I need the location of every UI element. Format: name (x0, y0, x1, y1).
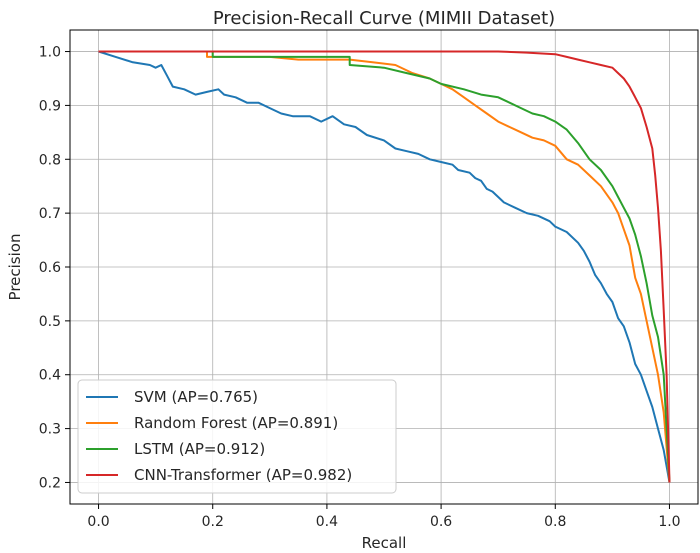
y-tick-label: 0.6 (39, 260, 61, 276)
x-tick-label: 0.0 (87, 514, 109, 530)
series-line-3 (98, 50, 671, 483)
y-tick-label: 0.8 (39, 152, 61, 168)
legend-label: Random Forest (AP=0.891) (134, 414, 338, 432)
y-tick-label: 0.4 (39, 368, 61, 384)
legend-box (77, 379, 397, 494)
y-tick-label: 0.3 (39, 422, 61, 438)
y-tick-label: 0.7 (39, 206, 61, 222)
series-line-0 (98, 50, 671, 483)
legend-label: LSTM (AP=0.912) (134, 440, 265, 458)
x-tick-label: 0.4 (316, 514, 338, 530)
x-tick-label: 0.6 (430, 514, 452, 530)
y-tick-label: 0.2 (39, 475, 61, 491)
series-line-2 (98, 50, 671, 483)
chart-title: Precision-Recall Curve (MIMII Dataset) (213, 8, 555, 29)
y-tick-label: 0.5 (39, 314, 61, 330)
y-tick-label: 0.9 (39, 98, 61, 114)
grid (70, 30, 698, 504)
legend: SVM (AP=0.765) Random Forest (AP=0.891) LS… (77, 379, 397, 494)
legend-label: CNN-Transformer (AP=0.982) (134, 466, 352, 484)
x-tick-label: 1.0 (658, 514, 680, 530)
y-tick-label: 1.0 (39, 45, 61, 61)
x-tick-label: 0.8 (544, 514, 566, 530)
y-axis-label: Precision (6, 234, 24, 301)
series-layer (98, 50, 671, 483)
axis-ticks: 0.0 0.2 0.4 0.6 0.8 1.0 0.2 0.3 0.4 0.5 0.6 0.7 0.8 0… (39, 45, 681, 530)
x-tick-label: 0.2 (202, 514, 224, 530)
legend-label: SVM (AP=0.765) (134, 388, 258, 406)
x-axis-label: Recall (362, 534, 407, 552)
